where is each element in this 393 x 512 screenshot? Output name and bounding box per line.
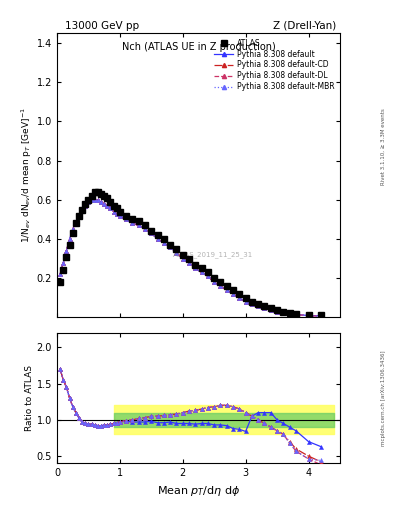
Text: Nch (ATLAS UE in Z production): Nch (ATLAS UE in Z production) — [121, 42, 275, 52]
Y-axis label: Ratio to ATLAS: Ratio to ATLAS — [25, 365, 34, 431]
Text: Rivet 3.1.10, ≥ 3.3M events: Rivet 3.1.10, ≥ 3.3M events — [381, 109, 386, 185]
Text: mcplots.cern.ch [arXiv:1306.3436]: mcplots.cern.ch [arXiv:1306.3436] — [381, 350, 386, 446]
X-axis label: Mean $p_T$/d$\eta$ d$\phi$: Mean $p_T$/d$\eta$ d$\phi$ — [157, 484, 240, 498]
Legend: ATLAS, Pythia 8.308 default, Pythia 8.308 default-CD, Pythia 8.308 default-DL, P: ATLAS, Pythia 8.308 default, Pythia 8.30… — [213, 37, 336, 93]
Text: Z (Drell-Yan): Z (Drell-Yan) — [273, 20, 336, 31]
Text: ATLAS_2019_11_25_31: ATLAS_2019_11_25_31 — [173, 251, 253, 258]
Y-axis label: 1/N$_{ev}$ dN$_{ev}$/d mean p$_T$ [GeV]$^{-1}$: 1/N$_{ev}$ dN$_{ev}$/d mean p$_T$ [GeV]$… — [20, 108, 34, 243]
Text: 13000 GeV pp: 13000 GeV pp — [65, 20, 139, 31]
